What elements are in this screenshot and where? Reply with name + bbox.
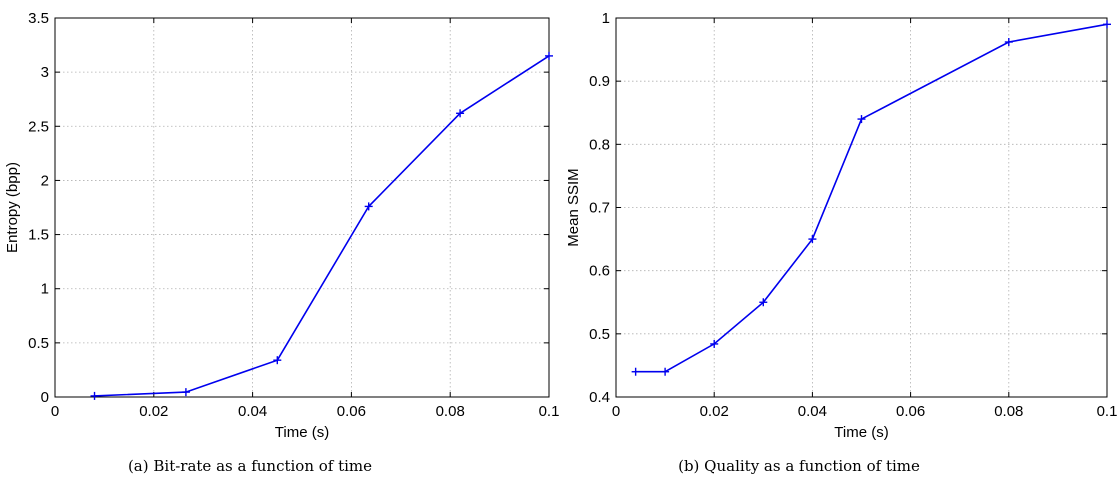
data-point-marker	[181, 388, 190, 397]
data-point-marker	[545, 51, 553, 60]
y-tick-label: 0.5	[28, 335, 49, 352]
x-tick-label: 0.02	[139, 403, 168, 420]
data-point-marker	[1004, 38, 1013, 47]
data-point-marker	[631, 367, 640, 376]
y-tick-label: 0	[41, 389, 49, 406]
data-point-marker	[456, 109, 465, 118]
y-tick-label: 0.5	[589, 326, 610, 343]
y-tick-label: 2	[41, 172, 49, 189]
x-tick-label: 0.06	[337, 403, 366, 420]
plot-area	[55, 18, 549, 397]
x-tick-label: 0.1	[1097, 403, 1118, 420]
x-tick-label: 0.08	[994, 403, 1023, 420]
x-tick-label: 0.02	[700, 403, 729, 420]
data-point-marker	[759, 298, 768, 307]
chart-caption: (b) Quality as a function of time	[678, 457, 920, 475]
data-point-marker	[661, 367, 670, 376]
data-point-marker	[364, 202, 373, 211]
chart-caption: (a) Bit-rate as a function of time	[128, 457, 372, 475]
y-tick-label: 1	[41, 281, 49, 298]
data-point-marker	[857, 115, 866, 124]
y-tick-label: 0.7	[589, 200, 610, 217]
x-tick-label: 0.04	[238, 403, 267, 420]
y-axis-label: Entropy (bpp)	[4, 162, 21, 253]
x-tick-label: 0	[51, 403, 59, 420]
y-axis-label: Mean SSIM	[565, 168, 582, 246]
chart-b: 0 0.02 0.04 0.06 0.08 0.1 0.4 0.5 0.6 0.7 0.8 0.9 1 T…	[565, 10, 1117, 475]
y-tick-label: 0.6	[589, 263, 610, 280]
x-tick-label: 0.1	[539, 403, 560, 420]
y-tick-label: 0.8	[589, 136, 610, 153]
data-point-marker	[273, 356, 282, 365]
data-point-marker	[710, 339, 719, 348]
y-tick-label: 1.5	[28, 227, 49, 244]
x-tick-label: 0.06	[896, 403, 925, 420]
data-point-marker	[808, 235, 817, 244]
y-tick-label: 1	[602, 10, 610, 27]
y-tick-label: 0.4	[589, 389, 610, 406]
axes-frame	[54, 17, 550, 398]
y-tick-label: 2.5	[28, 118, 49, 135]
y-tick-label: 0.9	[589, 73, 610, 90]
y-tick-label: 3.5	[28, 10, 49, 27]
series-line	[94, 55, 550, 397]
y-tick-label: 3	[41, 64, 49, 81]
x-tick-label: 0.04	[798, 403, 827, 420]
x-axis-label: Time (s)	[834, 424, 888, 441]
axes-frame	[615, 17, 1108, 398]
data-point-marker	[90, 391, 99, 400]
data-point-marker	[1103, 20, 1111, 29]
x-tick-label: 0	[612, 403, 620, 420]
chart-a: 0 0.02 0.04 0.06 0.08 0.1 0 0.5 1 1.5 2 2.5 3 3.5 Time…	[4, 10, 559, 475]
x-axis-label: Time (s)	[275, 424, 329, 441]
series-line	[635, 23, 1108, 373]
x-tick-label: 0.08	[436, 403, 465, 420]
